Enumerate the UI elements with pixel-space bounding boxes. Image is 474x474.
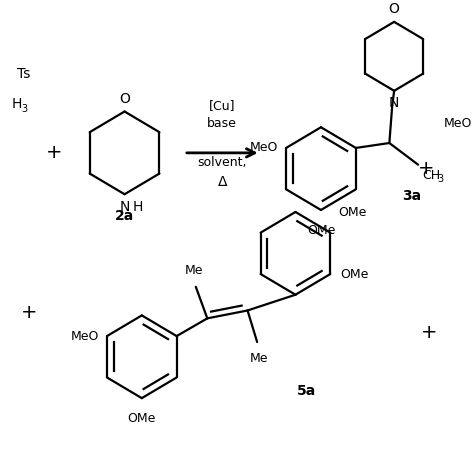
Text: +: + [20,303,37,322]
Text: MeO: MeO [444,117,472,130]
Text: OMe: OMe [338,206,366,219]
Text: 2a: 2a [115,209,134,223]
Text: Me: Me [185,264,203,277]
Text: solvent,: solvent, [198,156,247,169]
Text: base: base [207,117,237,130]
Text: 3: 3 [437,173,443,183]
Text: CH: CH [422,169,440,182]
Text: MeO: MeO [250,141,278,155]
Text: O: O [119,91,130,106]
Text: Me: Me [250,352,268,365]
Text: OMe: OMe [340,267,368,281]
Text: O: O [389,2,400,16]
Text: OMe: OMe [128,412,156,425]
Text: +: + [421,323,438,342]
Text: [Cu]: [Cu] [209,99,236,112]
Text: N: N [389,96,399,109]
Text: Δ: Δ [218,175,227,190]
Text: OMe: OMe [307,224,335,237]
Text: N: N [119,200,130,214]
Text: MeO: MeO [71,329,99,343]
Text: Ts: Ts [17,67,31,81]
Text: +: + [46,143,63,163]
Text: H: H [11,97,22,110]
Text: 3a: 3a [402,189,421,203]
Text: 3: 3 [21,103,27,114]
Text: +: + [418,159,435,178]
Text: H: H [132,200,143,214]
Text: 5a: 5a [297,384,316,398]
